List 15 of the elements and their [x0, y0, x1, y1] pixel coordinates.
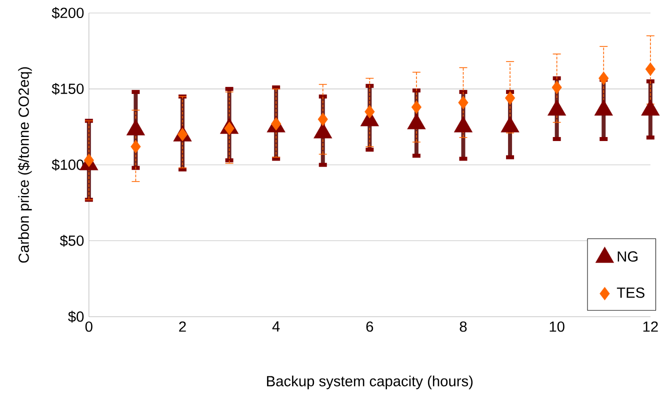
y-tick-label: $150: [52, 83, 84, 96]
x-tick-label: 4: [272, 322, 280, 332]
legend-label: NG: [618, 251, 638, 262]
x-tick-label: 10: [550, 322, 564, 332]
x-tick-label: 0: [85, 322, 92, 332]
y-axis-title: Carbon price ($/tonne CO2eq): [18, 67, 32, 263]
y-tick-label: $200: [52, 7, 84, 20]
x-tick-label: 12: [643, 322, 658, 332]
x-axis-title: Backup system capacity (hours): [267, 376, 473, 390]
legend-label: TES: [616, 288, 644, 298]
x-tick-label: 2: [179, 322, 186, 332]
y-tick-label: $0: [68, 310, 84, 323]
y-tick-label: $50: [60, 235, 84, 247]
x-tick-label: 8: [460, 322, 467, 332]
x-tick-label: 6: [366, 322, 374, 332]
